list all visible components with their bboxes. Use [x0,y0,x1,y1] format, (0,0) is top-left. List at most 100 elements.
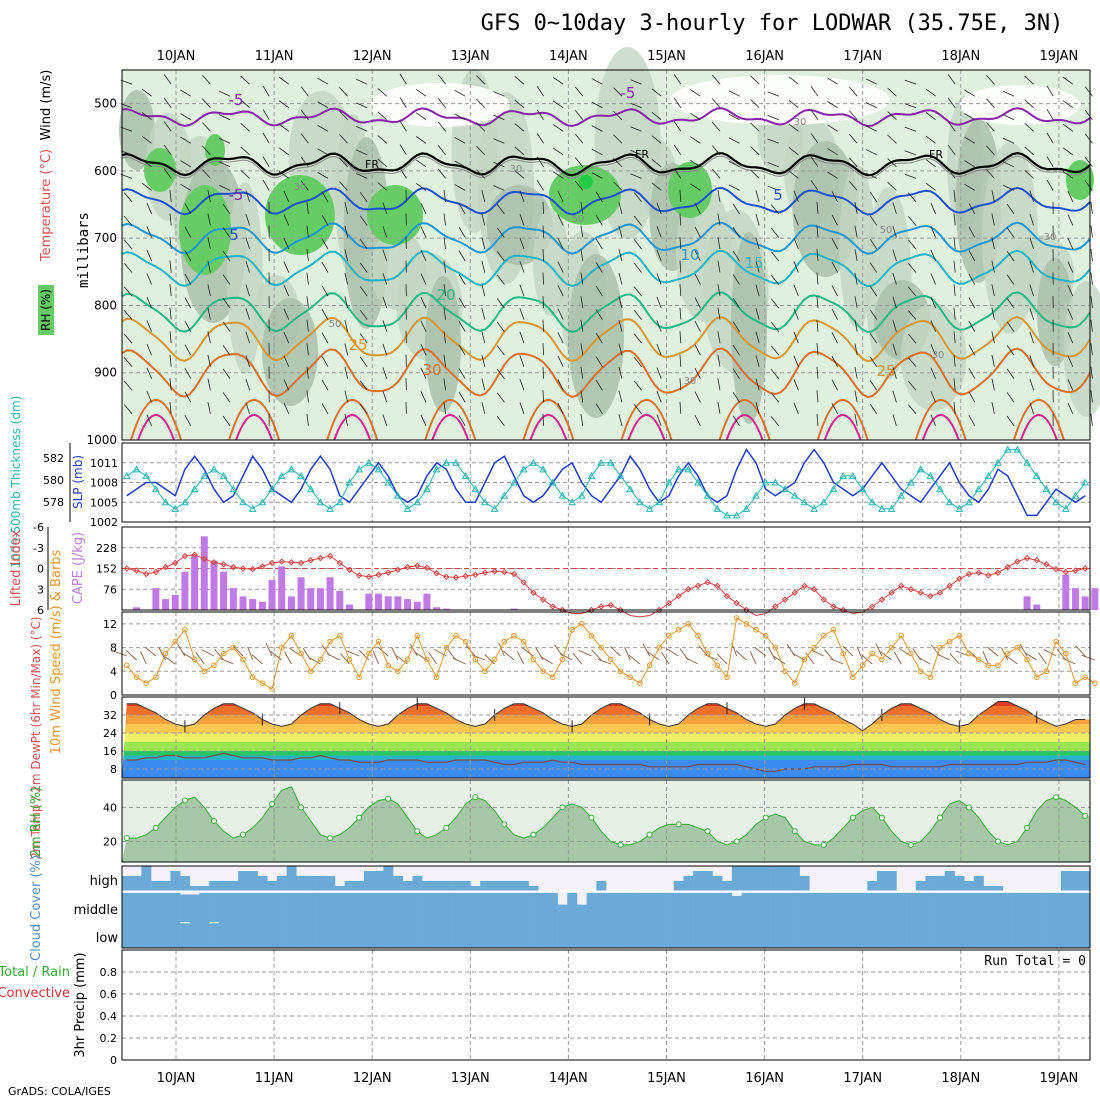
wind-barb [222,274,231,285]
thickness-point [800,498,809,506]
wind-barb [869,215,878,226]
thickness-point [316,498,325,506]
wind-barb [869,333,878,344]
wind-barb [262,85,270,97]
wind-barb [437,145,446,156]
wind-barb-10m [339,653,350,665]
wind-barb [854,296,858,309]
wind-barb [690,159,701,168]
lifted-index-point [888,589,895,596]
cloud-bar-middle [199,893,210,922]
wind-barb [865,102,877,109]
cape-tick-label: 152 [96,563,117,576]
cloud-bar-low [606,922,616,948]
bottom-date-label: 19JAN [1040,1071,1079,1086]
cloud-bar-low [383,922,394,948]
cloud-bar-middle [567,893,578,922]
cloud-bar-low [441,922,452,948]
precip-tick-label: 0.8 [100,966,118,979]
wind-barb [1090,366,1093,379]
wind-barb [141,159,152,168]
wind-barb [240,146,250,156]
wind-barb-10m [830,658,844,665]
wind-barb [321,356,329,367]
wind-barb [300,156,309,168]
cloud-bar-low [664,922,675,948]
wind-barb [770,227,780,238]
cloud-bar-low [702,922,713,948]
cloud-bar-low [596,922,607,948]
slp-series-line [126,448,1086,517]
wind-barb [141,182,152,191]
wind-barb [618,272,623,285]
wind-barb [344,366,348,379]
wind-barb [123,333,133,344]
wind-barb [904,126,917,132]
rh-label: 50 [880,225,893,236]
wind-barb [557,402,564,414]
lifted-index-point [878,596,886,603]
cape-bar [423,593,431,610]
cloud-bar-high [151,881,162,891]
wind-barb [788,76,799,85]
wind-barb [810,86,819,97]
wind-barb [245,284,250,297]
wind-barb [339,110,348,121]
wind-speed-point [704,650,711,657]
isotherm-25 [121,315,1091,363]
wind-barb [816,225,819,238]
cloud-bar-low [189,922,200,948]
precip-tick-label: 0 [110,1054,117,1067]
thickness-point [694,478,702,486]
wind-barb [770,251,780,262]
wind-barb [222,392,231,403]
thickness-point [297,471,305,479]
cape-bar [326,577,334,610]
thickness-point [626,485,635,493]
wind-barb [146,414,152,426]
thickness-point [490,504,499,512]
wind-barb [656,273,662,285]
thickness-point [752,491,760,499]
cloud-bar-middle [741,893,752,922]
wind-barb [770,369,780,379]
wind-barb-10m [284,651,292,665]
thickness-point [442,458,451,466]
wind-barb-10m [391,647,399,661]
isotherm-40-arch [921,414,960,441]
wind-barb-10m [144,646,157,657]
rh-label: 30 [510,164,523,175]
rh2m-point [559,804,566,811]
wind-barb-10m [823,649,834,661]
rh-peak-marker [579,175,593,189]
temp-band [122,751,1090,756]
wind-barb [344,225,348,238]
cloud-bar-low [1070,922,1081,948]
thickness-point [413,498,422,506]
wind-barb [377,111,388,121]
wind-barb [207,237,211,250]
lifted-index-point [733,599,740,607]
wind-barb [831,308,838,320]
cloud-bar-high [441,881,452,891]
thickness-point [277,471,286,479]
wind-speed-point [395,668,401,675]
wind-barb [493,138,505,144]
wind-barb [415,183,427,191]
wind-speed-point [859,662,866,669]
thickness-point [761,478,770,486]
cloud-bar-low [538,922,549,948]
wind-barb [519,190,525,203]
wind-barb [245,308,250,320]
wind-barb [1046,156,1054,168]
wind-barb [1090,319,1093,332]
wind-barb [591,172,603,179]
wind-barb [694,344,701,356]
wind-barb [904,103,917,109]
cloud-bar-middle [576,904,587,922]
rh-shading-area [227,182,263,374]
wind-barb [904,173,917,179]
lifted-index-point [462,572,469,580]
